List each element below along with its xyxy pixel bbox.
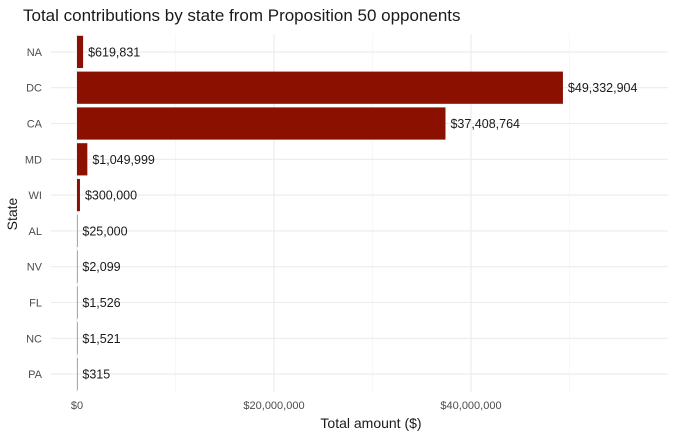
bar-label-pa: $315	[82, 368, 110, 382]
y-tick-label-ca: CA	[27, 119, 43, 131]
bar-na	[77, 35, 84, 69]
y-tick-label-pa: PA	[28, 369, 43, 381]
y-tick-label-fl: FL	[29, 298, 42, 310]
bar-label-nv: $2,099	[82, 260, 120, 274]
y-tick-label-nc: NC	[26, 333, 42, 345]
x-tick-label: $40,000,000	[440, 400, 501, 412]
y-tick-label-dc: DC	[26, 83, 42, 95]
bar-label-wi: $300,000	[85, 189, 137, 203]
y-tick-label-nv: NV	[27, 262, 43, 274]
bar-label-ca: $37,408,764	[450, 117, 520, 131]
x-tick-labels: $0 $20,000,000 $40,000,000	[71, 400, 502, 412]
y-tick-label-wi: WI	[29, 190, 42, 202]
bar-label-nc: $1,521	[82, 332, 120, 346]
y-axis-title: State	[4, 197, 20, 230]
bar-md	[77, 143, 88, 176]
y-tick-label-al: AL	[29, 226, 42, 238]
y-tick-label-na: NA	[27, 47, 43, 59]
bar-labels: $619,831 $49,332,904 $37,408,764 $1,049,999…	[82, 45, 637, 381]
bar-ca	[77, 107, 446, 140]
x-tick-label: $20,000,000	[243, 400, 304, 412]
y-tick-label-md: MD	[25, 154, 42, 166]
bar-label-al: $25,000	[82, 224, 127, 238]
chart-title: Total contributions by state from Propos…	[23, 6, 461, 25]
bar-label-fl: $1,526	[82, 296, 120, 310]
bar-wi	[77, 178, 80, 212]
bar-dc	[77, 71, 563, 104]
x-axis-title: Total amount ($)	[320, 415, 421, 431]
bar-label-dc: $49,332,904	[568, 81, 638, 95]
y-tick-labels: NA DC CA MD WI AL NV FL NC PA	[25, 47, 43, 381]
bar-label-md: $1,049,999	[92, 153, 155, 167]
bar-label-na: $619,831	[88, 45, 140, 59]
bars	[77, 35, 563, 391]
x-tick-label: $0	[71, 400, 83, 412]
